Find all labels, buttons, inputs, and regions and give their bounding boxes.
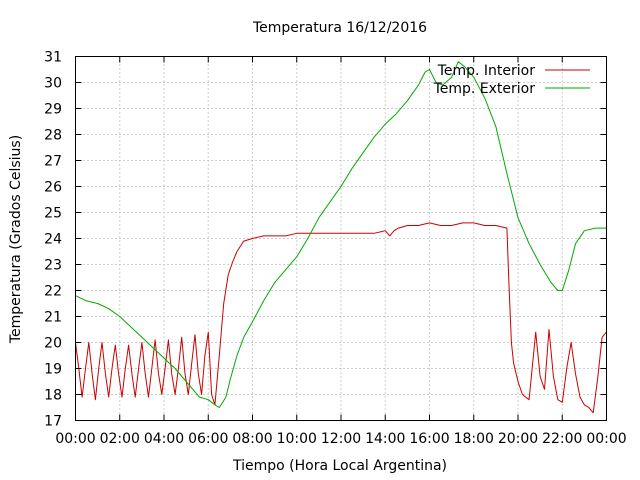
x-tick-label: 22:00	[542, 431, 582, 447]
y-tick-label: 23	[44, 258, 62, 274]
y-axis-tick-labels: 17 18 19 20 21 22 23 24 25 26 27 28 29 30 31	[44, 50, 62, 430]
legend-label-interior: Temp. Interior	[437, 63, 536, 79]
y-tick-label: 29	[44, 102, 62, 118]
series-lines	[75, 61, 607, 414]
y-tick-label: 30	[44, 76, 62, 92]
x-tick-label: 02:00	[100, 431, 140, 447]
legend-label-exterior: Temp. Exterior	[433, 81, 536, 97]
y-tick-label: 26	[44, 180, 62, 196]
x-tick-label: 06:00	[188, 431, 228, 447]
y-tick-label: 25	[44, 206, 62, 222]
x-tick-label: 16:00	[409, 431, 449, 447]
x-tick-label: 12:00	[321, 431, 361, 447]
y-tick-label: 24	[44, 232, 62, 248]
y-tick-label: 20	[44, 336, 62, 352]
chart-title: Temperatura 16/12/2016	[252, 20, 427, 36]
y-tick-label: 17	[44, 414, 62, 430]
x-axis-tick-labels: 00:00 02:00 04:00 06:00 08:00 10:00 12:00 14:00…	[55, 431, 626, 447]
x-tick-label: 00:00	[586, 431, 626, 447]
y-tick-label: 27	[44, 154, 62, 170]
y-tick-label: 31	[44, 50, 62, 66]
series-line-interior	[75, 222, 607, 414]
x-tick-label: 08:00	[232, 431, 272, 447]
y-tick-label: 28	[44, 128, 62, 144]
x-tick-label: 20:00	[498, 431, 538, 447]
legend: Temp. Interior Temp. Exterior	[433, 63, 590, 97]
x-tick-label: 10:00	[277, 431, 317, 447]
x-axis-label: Tiempo (Hora Local Argentina)	[232, 458, 447, 474]
y-axis-label: Temperatura (Grados Celsius)	[8, 135, 24, 344]
y-tick-label: 19	[44, 362, 62, 378]
axis-ticks	[75, 56, 607, 421]
x-tick-label: 14:00	[365, 431, 405, 447]
series-line-exterior	[75, 61, 607, 408]
x-tick-label: 04:00	[144, 431, 184, 447]
x-tick-label: 18:00	[454, 431, 494, 447]
y-tick-label: 21	[44, 310, 62, 326]
y-tick-label: 18	[44, 388, 62, 404]
grid	[75, 56, 607, 421]
x-tick-label: 00:00	[55, 431, 95, 447]
y-tick-label: 22	[44, 284, 62, 300]
